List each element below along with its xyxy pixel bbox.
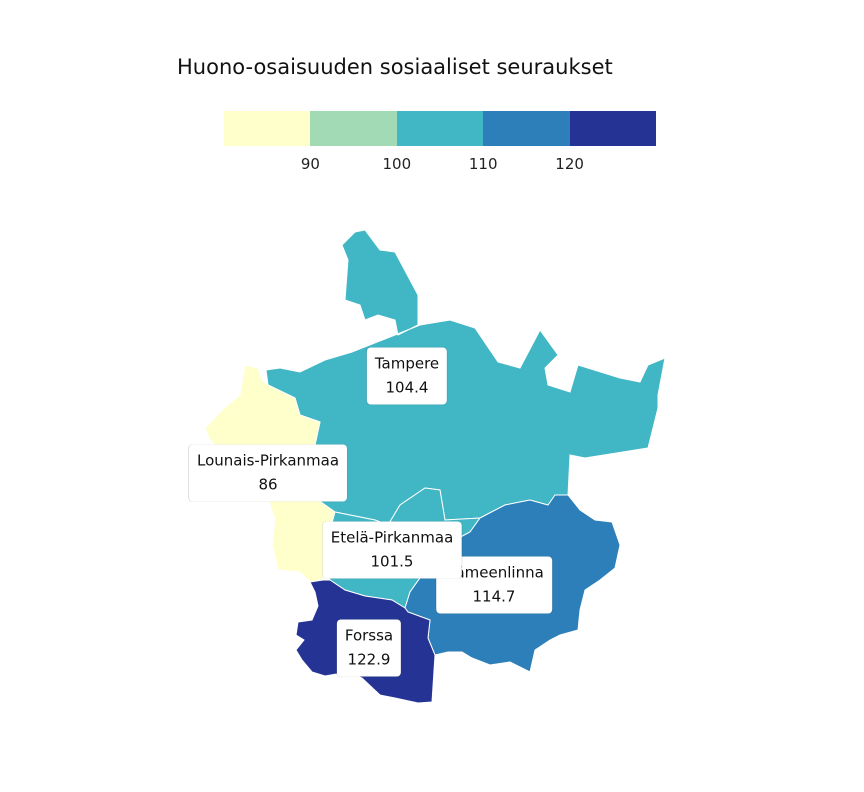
legend-tick: 110 (468, 155, 498, 173)
legend-tick: 100 (382, 155, 412, 173)
legend-swatch-2 (310, 111, 397, 146)
legend-tick: 120 (555, 155, 584, 173)
region-name: Hämeenlinna (444, 563, 544, 582)
region-name: Tampere (374, 354, 440, 373)
legend-tick-labels: 90 100 110 120 (224, 155, 656, 175)
region-name: Lounais-Pirkanmaa (196, 451, 340, 470)
region-value: 86 (258, 475, 278, 494)
region-value: 122.9 (347, 650, 391, 669)
region-label-tampere: Tampere 104.4 (366, 347, 448, 405)
region-value: 114.7 (472, 587, 516, 606)
legend-tick: 90 (300, 155, 320, 173)
legend-swatch-3 (396, 111, 484, 146)
region-name: Etelä-Pirkanmaa (330, 528, 454, 547)
region-value: 104.4 (385, 378, 429, 397)
legend-swatch-1 (224, 111, 311, 146)
region-value: 101.5 (370, 552, 414, 571)
legend-swatch-4 (483, 111, 570, 146)
region-label-lounais-pirkanmaa: Lounais-Pirkanmaa 86 (188, 444, 348, 502)
map-title: Huono-osaisuuden sosiaaliset seuraukset (177, 55, 613, 79)
color-legend (224, 111, 657, 147)
region-label-etela-pirkanmaa: Etelä-Pirkanmaa 101.5 (322, 521, 462, 579)
region-label-forssa: Forssa 122.9 (336, 619, 402, 677)
region-name: Forssa (344, 626, 394, 645)
legend-swatch-5 (569, 111, 657, 146)
